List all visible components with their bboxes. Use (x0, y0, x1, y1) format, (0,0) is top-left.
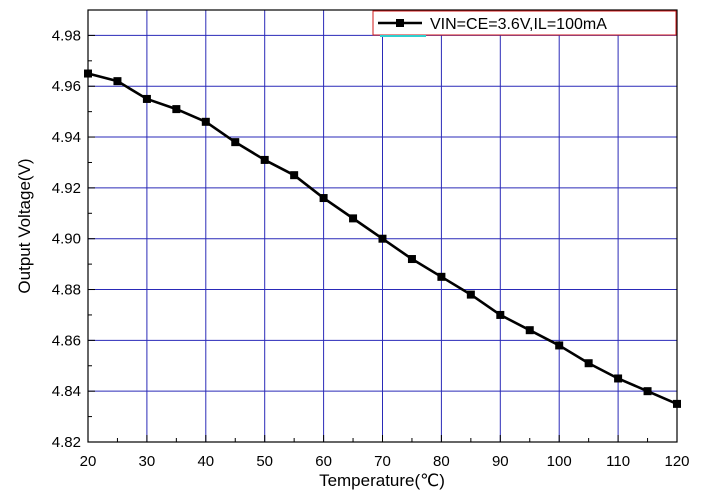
data-point (201, 117, 210, 126)
data-point (378, 234, 387, 243)
data-point (584, 359, 593, 368)
data-point (290, 171, 299, 180)
x-tick-label: 100 (547, 453, 572, 470)
y-tick-label: 4.86 (52, 332, 81, 349)
data-point (260, 155, 269, 164)
x-tick-label: 60 (315, 453, 332, 470)
data-point (555, 341, 564, 350)
x-tick-label: 80 (433, 453, 450, 470)
data-point (407, 255, 416, 264)
data-point (437, 272, 446, 281)
y-tick-label: 4.88 (52, 282, 81, 299)
y-axis: 4.82 4.84 4.86 4.88 4.90 4.92 4.94 4.96 4.98 (52, 9, 95, 451)
y-tick-label: 4.90 (52, 231, 81, 248)
x-axis-title: Temperature(℃) (319, 471, 445, 490)
data-point (349, 214, 358, 223)
x-tick-label: 30 (139, 453, 156, 470)
legend-box (372, 10, 677, 36)
data-point (643, 387, 652, 396)
y-tick-label: 4.98 (52, 27, 81, 44)
x-tick-label: 90 (492, 453, 509, 470)
legend-marker (396, 19, 404, 27)
data-point (172, 105, 181, 114)
x-tick-label: 50 (256, 453, 273, 470)
y-tick-label: 4.94 (52, 129, 81, 146)
x-tick-label: 20 (80, 453, 97, 470)
y-tick-label: 4.84 (52, 383, 81, 400)
y-tick-label: 4.82 (52, 434, 81, 451)
x-tick-label: 40 (197, 453, 214, 470)
y-axis-title: Output Voltage(V) (15, 158, 34, 293)
legend-label: VIN=CE=3.6V,IL=100mA (430, 16, 607, 33)
data-point (525, 326, 534, 335)
x-tick-label: 70 (374, 453, 391, 470)
x-tick-label: 120 (664, 453, 689, 470)
data-point (113, 77, 122, 86)
y-tick-label: 4.92 (52, 180, 81, 197)
x-axis: 20 30 40 50 60 70 80 90 100 110 120 (80, 435, 690, 470)
data-point (614, 374, 623, 383)
data-point (673, 399, 681, 408)
data-point (142, 94, 151, 103)
data-point (466, 290, 475, 299)
data-point (496, 310, 505, 319)
series-group (84, 69, 681, 408)
data-point (319, 194, 328, 203)
legend: VIN=CE=3.6V,IL=100mA (372, 10, 677, 37)
data-point (84, 69, 92, 78)
data-point (231, 138, 240, 147)
x-tick-label: 110 (606, 453, 630, 470)
y-tick-label: 4.96 (52, 78, 81, 95)
